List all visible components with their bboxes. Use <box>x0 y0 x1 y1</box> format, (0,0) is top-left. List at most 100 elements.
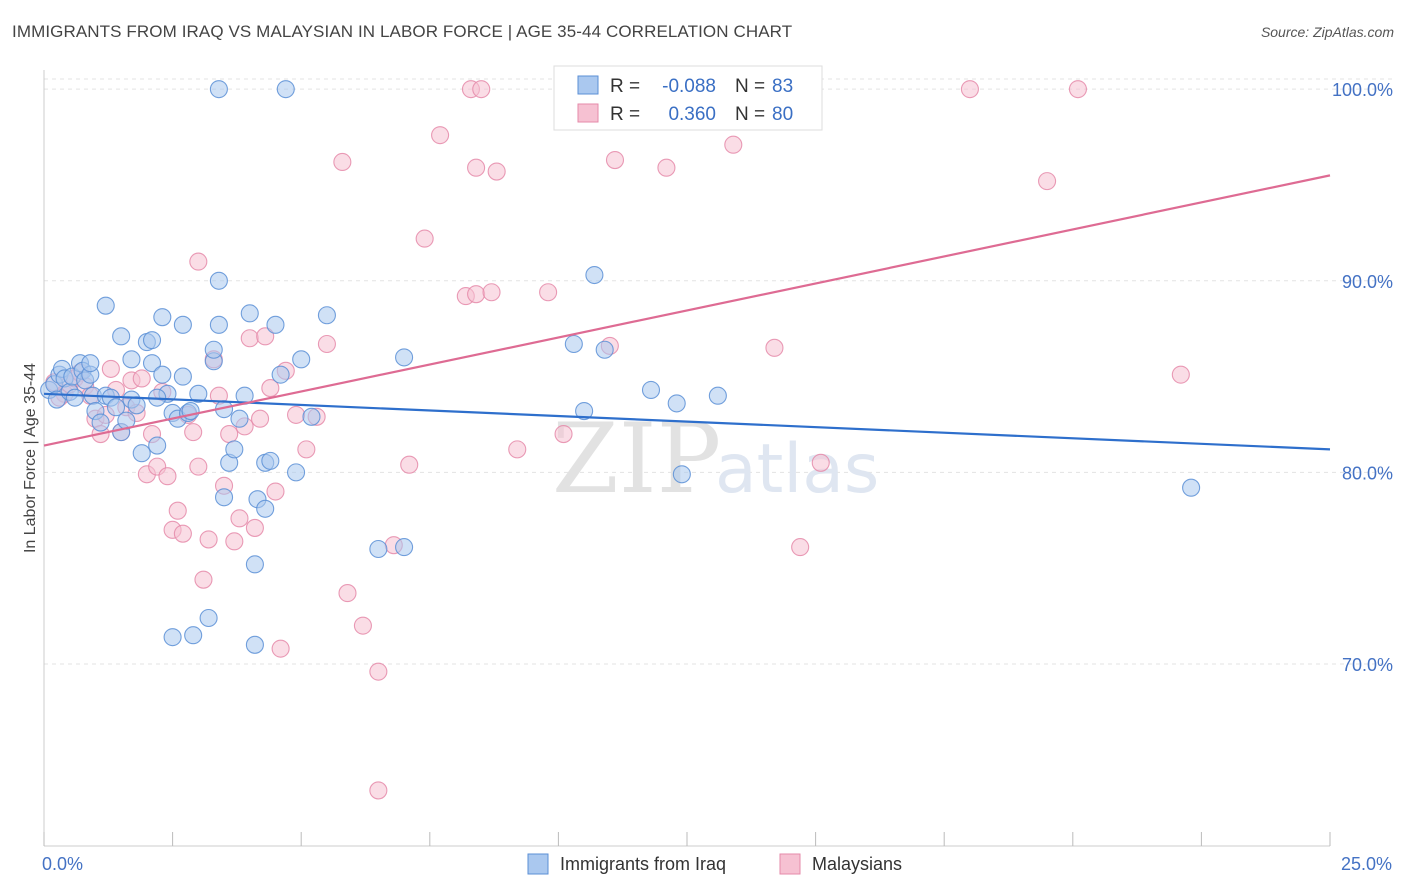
stats-swatch-iraq <box>577 75 599 95</box>
iraq-point-23 <box>132 444 151 463</box>
iraq-point-22 <box>127 396 146 415</box>
watermark-atlas-text: atlas <box>715 430 879 509</box>
malaysians-point-47 <box>317 334 336 354</box>
malaysians-point-82 <box>333 152 352 172</box>
iraq-point-66 <box>209 80 228 99</box>
malaysians-point-72 <box>657 158 676 177</box>
trend-lines <box>43 174 1331 451</box>
iraq-point-31 <box>112 327 131 346</box>
malaysians-point-62 <box>791 538 810 557</box>
x-tick-label-min: 0.0% <box>42 854 83 874</box>
stats-box-frame <box>553 65 823 131</box>
iraq-point-75 <box>641 380 661 400</box>
malaysians-point-60 <box>765 338 784 357</box>
iraq-point-80 <box>214 488 234 507</box>
malaysians-point-40 <box>256 327 275 346</box>
malaysians-point-48 <box>338 584 357 603</box>
malaysians-point-54 <box>467 285 486 304</box>
iraq-point-15 <box>91 413 110 432</box>
malaysians-point-49 <box>353 616 372 635</box>
stats-n-label-malaysians: N = <box>735 104 765 125</box>
malaysians-point-69 <box>467 158 486 177</box>
iraq-point-48 <box>240 304 259 323</box>
iraq-point-30 <box>96 296 115 315</box>
iraq-point-70 <box>395 348 414 367</box>
iraq-point-79 <box>1182 478 1201 497</box>
malaysians-point-38 <box>245 518 264 537</box>
iraq-point-51 <box>261 451 280 470</box>
stats-n-value-iraq: 83 <box>772 76 793 97</box>
malaysians-point-33 <box>220 424 239 444</box>
malaysians-point-56 <box>508 440 527 459</box>
series-iraq-points <box>40 80 1201 654</box>
malaysians-point-71 <box>605 151 625 170</box>
malaysians-point-68 <box>431 126 450 145</box>
malaysians-point-42 <box>266 482 285 501</box>
iraq-point-34 <box>153 308 172 327</box>
malaysians-point-75 <box>472 80 491 99</box>
iraq-point-57 <box>266 315 285 334</box>
y-tick-label-100: 100.0% <box>1332 80 1393 100</box>
iraq-point-54 <box>256 499 275 518</box>
iraq-trend-line <box>43 392 1331 451</box>
iraq-point-40 <box>189 384 208 403</box>
malaysians-trend-line <box>43 174 1331 447</box>
iraq-point-59 <box>302 407 321 426</box>
iraq-point-61 <box>245 635 264 654</box>
iraq-point-25 <box>142 354 162 373</box>
iraq-point-74 <box>595 340 614 359</box>
malaysians-point-81 <box>189 252 208 271</box>
malaysians-point-67 <box>415 229 434 248</box>
y-tick-label-80: 80.0% <box>1342 463 1393 483</box>
malaysians-point-10 <box>101 359 120 378</box>
malaysians-point-39 <box>250 409 270 428</box>
malaysians-point-35 <box>230 509 249 528</box>
iraq-point-72 <box>585 265 604 285</box>
iraq-point-49 <box>204 340 223 359</box>
malaysians-point-70 <box>487 162 506 181</box>
malaysians-point-24 <box>173 524 192 543</box>
malaysians-point-26 <box>184 423 203 442</box>
iraq-point-8 <box>65 388 84 407</box>
iraq-point-62 <box>163 628 182 647</box>
iraq-point-27 <box>153 365 172 384</box>
legend-label-iraq: Immigrants from Iraq <box>560 854 726 874</box>
iraq-point-52 <box>245 555 264 574</box>
iraq-point-26 <box>148 436 167 455</box>
iraq-point-18 <box>106 398 126 417</box>
malaysians-point-63 <box>1038 172 1057 191</box>
iraq-point-46 <box>230 409 249 428</box>
gridlines <box>44 78 1392 665</box>
stats-n-label-iraq: N = <box>735 76 765 97</box>
malaysians-point-55 <box>482 283 501 302</box>
malaysians-point-28 <box>194 570 213 589</box>
malaysians-point-23 <box>168 501 187 520</box>
x-axis-ticks <box>43 832 1331 846</box>
stats-r-value-iraq: -0.088 <box>662 76 716 97</box>
y-axis-title: In Labor Force | Age 35-44 <box>22 363 39 553</box>
malaysians-point-50 <box>369 662 388 681</box>
iraq-point-60 <box>317 306 336 325</box>
iraq-point-56 <box>271 365 290 384</box>
y-tick-label-90: 90.0% <box>1342 272 1393 292</box>
iraq-point-73 <box>575 402 594 421</box>
stats-r-label-malaysians: R = <box>610 104 640 125</box>
iraq-point-33 <box>142 331 162 350</box>
malaysians-point-45 <box>297 440 316 459</box>
stats-swatch-malaysians <box>577 103 599 123</box>
malaysians-point-34 <box>225 532 244 551</box>
legend-swatch-iraq <box>527 853 549 875</box>
malaysians-point-61 <box>811 453 830 472</box>
malaysians-point-64 <box>1171 365 1190 384</box>
iraq-point-68 <box>369 539 388 559</box>
y-axis-tick-labels: 70.0% 80.0% 90.0% 100.0% <box>1332 80 1393 675</box>
iraq-point-32 <box>122 350 141 369</box>
chart-title: IMMIGRANTS FROM IRAQ VS MALAYSIAN IN LAB… <box>12 22 793 41</box>
stats-n-value-malaysians: 80 <box>772 104 793 125</box>
iraq-point-35 <box>173 315 192 334</box>
iraq-point-63 <box>184 626 203 645</box>
iraq-point-64 <box>199 608 218 628</box>
iraq-point-69 <box>395 538 414 557</box>
malaysians-point-44 <box>287 405 306 424</box>
